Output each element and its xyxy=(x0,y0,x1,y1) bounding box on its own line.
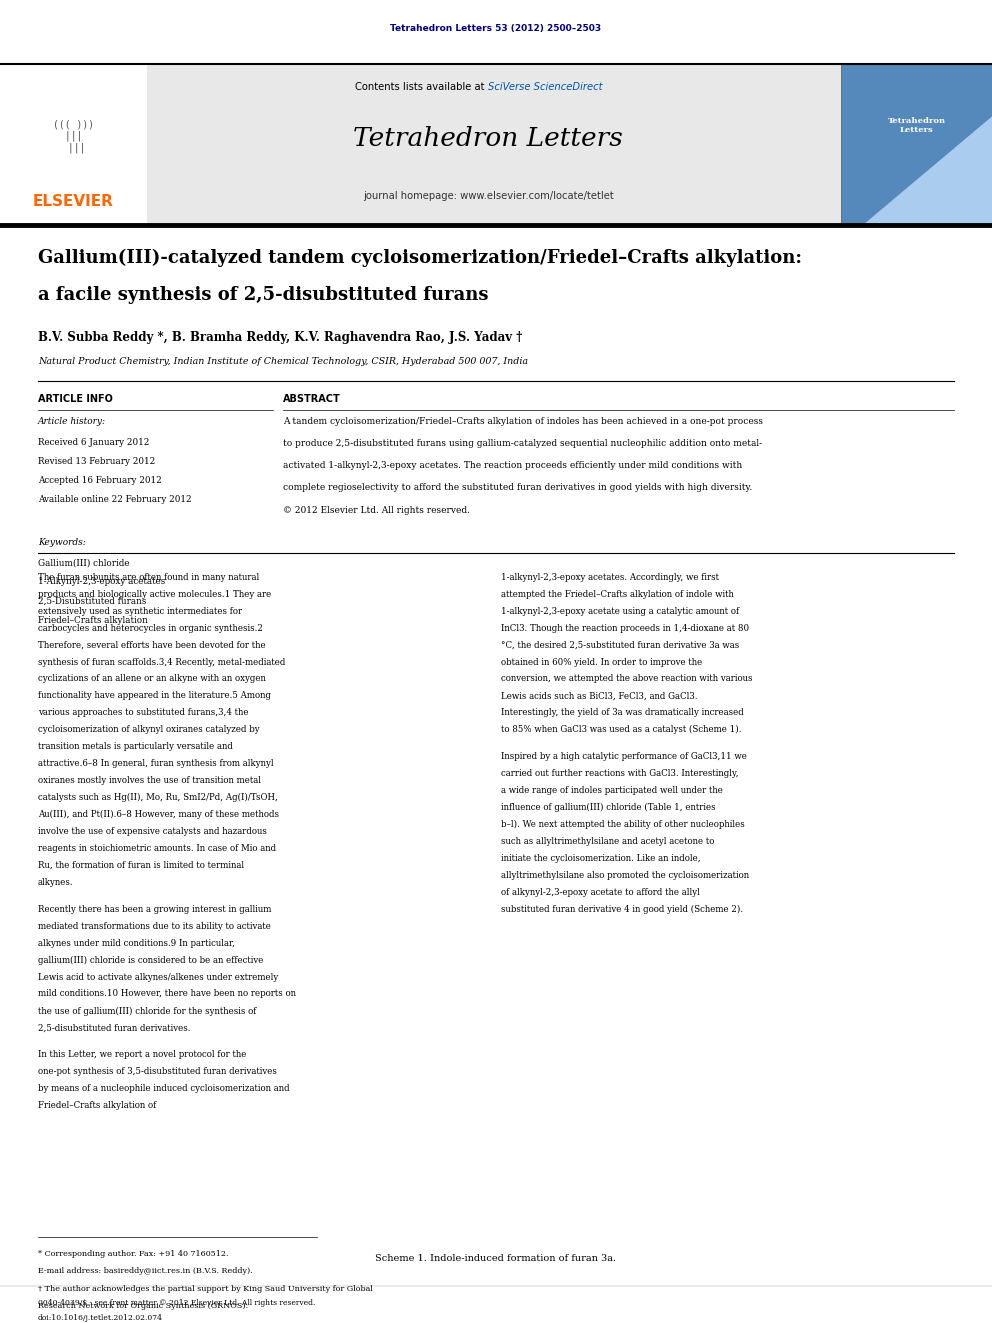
Text: influence of gallium(III) chloride (Table 1, entries: influence of gallium(III) chloride (Tabl… xyxy=(501,803,715,812)
Text: 1-Alkynyl-2,3-epoxy acetates: 1-Alkynyl-2,3-epoxy acetates xyxy=(38,578,165,586)
Text: b–l). We next attempted the ability of other nucleophiles: b–l). We next attempted the ability of o… xyxy=(501,820,745,830)
Text: Tetrahedron Letters 53 (2012) 2500–2503: Tetrahedron Letters 53 (2012) 2500–2503 xyxy=(391,24,601,33)
Text: 1-alkynyl-2,3-epoxy acetate using a catalytic amount of: 1-alkynyl-2,3-epoxy acetate using a cata… xyxy=(501,607,739,615)
Text: Article history:: Article history: xyxy=(38,417,106,426)
Text: a wide range of indoles participated well under the: a wide range of indoles participated wel… xyxy=(501,786,723,795)
Text: 0040-4039/$ - see front matter © 2012 Elsevier Ltd. All rights reserved.: 0040-4039/$ - see front matter © 2012 El… xyxy=(38,1299,315,1307)
Text: cyclizations of an allene or an alkyne with an oxygen: cyclizations of an allene or an alkyne w… xyxy=(38,675,266,684)
Text: conversion, we attempted the above reaction with various: conversion, we attempted the above react… xyxy=(501,675,753,684)
Text: ELSEVIER: ELSEVIER xyxy=(33,193,114,209)
Text: Ru, the formation of furan is limited to terminal: Ru, the formation of furan is limited to… xyxy=(38,861,244,869)
Text: ABSTRACT: ABSTRACT xyxy=(283,394,340,405)
Text: by means of a nucleophile induced cycloisomerization and: by means of a nucleophile induced cycloi… xyxy=(38,1085,290,1093)
Text: mild conditions.10 However, there have been no reports on: mild conditions.10 However, there have b… xyxy=(38,990,296,999)
Text: Inspired by a high catalytic performance of GaCl3,11 we: Inspired by a high catalytic performance… xyxy=(501,753,747,761)
Text: catalysts such as Hg(II), Mo, Ru, SmI2/Pd, Ag(I)/TsOH,: catalysts such as Hg(II), Mo, Ru, SmI2/P… xyxy=(38,792,278,802)
Text: involve the use of expensive catalysts and hazardous: involve the use of expensive catalysts a… xyxy=(38,827,267,836)
Text: 2,5-disubstituted furan derivatives.: 2,5-disubstituted furan derivatives. xyxy=(38,1023,190,1032)
Text: the use of gallium(III) chloride for the synthesis of: the use of gallium(III) chloride for the… xyxy=(38,1007,256,1016)
Text: transition metals is particularly versatile and: transition metals is particularly versat… xyxy=(38,742,232,751)
Bar xyxy=(0,64,147,225)
Text: carbocycles and heterocycles in organic synthesis.2: carbocycles and heterocycles in organic … xyxy=(38,623,263,632)
Text: Tetrahedron Letters: Tetrahedron Letters xyxy=(353,127,623,151)
Text: journal homepage: www.elsevier.com/locate/tetlet: journal homepage: www.elsevier.com/locat… xyxy=(363,191,613,201)
Text: InCl3. Though the reaction proceeds in 1,4-dioxane at 80: InCl3. Though the reaction proceeds in 1… xyxy=(501,623,749,632)
Text: Natural Product Chemistry, Indian Institute of Chemical Technology, CSIR, Hydera: Natural Product Chemistry, Indian Instit… xyxy=(38,357,528,366)
Text: E-mail address: basireddy@iict.res.in (B.V.S. Reddy).: E-mail address: basireddy@iict.res.in (B… xyxy=(38,1267,252,1275)
Text: † The author acknowledges the partial support by King Saud University for Global: † The author acknowledges the partial su… xyxy=(38,1285,373,1293)
Text: Available online 22 February 2012: Available online 22 February 2012 xyxy=(38,496,191,504)
Text: mediated transformations due to its ability to activate: mediated transformations due to its abil… xyxy=(38,922,271,930)
Text: products and biologically active molecules.1 They are: products and biologically active molecul… xyxy=(38,590,271,599)
Text: extensively used as synthetic intermediates for: extensively used as synthetic intermedia… xyxy=(38,607,242,615)
Text: Friedel–Crafts alkylation: Friedel–Crafts alkylation xyxy=(38,617,148,624)
Text: a facile synthesis of 2,5-disubstituted furans: a facile synthesis of 2,5-disubstituted … xyxy=(38,286,488,304)
Text: Lewis acids such as BiCl3, FeCl3, and GaCl3.: Lewis acids such as BiCl3, FeCl3, and Ga… xyxy=(501,692,697,700)
Text: substituted furan derivative 4 in good yield (Scheme 2).: substituted furan derivative 4 in good y… xyxy=(501,905,743,914)
Text: reagents in stoichiometric amounts. In case of Mio and: reagents in stoichiometric amounts. In c… xyxy=(38,844,276,853)
Text: Gallium(III) chloride: Gallium(III) chloride xyxy=(38,558,129,568)
Text: Interestingly, the yield of 3a was dramatically increased: Interestingly, the yield of 3a was drama… xyxy=(501,708,744,717)
Text: * Corresponding author. Fax: +91 40 7160512.: * Corresponding author. Fax: +91 40 7160… xyxy=(38,1250,228,1258)
Bar xyxy=(0,64,992,225)
Bar xyxy=(841,64,992,225)
Text: attractive.6–8 In general, furan synthesis from alkynyl: attractive.6–8 In general, furan synthes… xyxy=(38,759,274,769)
Text: Friedel–Crafts alkylation of: Friedel–Crafts alkylation of xyxy=(38,1101,156,1110)
Text: cycloisomerization of alkynyl oxiranes catalyzed by: cycloisomerization of alkynyl oxiranes c… xyxy=(38,725,259,734)
Text: such as allyltrimethylsilane and acetyl acetone to: such as allyltrimethylsilane and acetyl … xyxy=(501,837,714,845)
Text: alkynes.: alkynes. xyxy=(38,877,73,886)
Text: to 85% when GaCl3 was used as a catalyst (Scheme 1).: to 85% when GaCl3 was used as a catalyst… xyxy=(501,725,741,734)
Text: Research Network for Organic Synthesis (GRNOS).: Research Network for Organic Synthesis (… xyxy=(38,1302,248,1310)
Text: Contents lists available at: Contents lists available at xyxy=(355,82,488,93)
Text: activated 1-alkynyl-2,3-epoxy acetates. The reaction proceeds efficiently under : activated 1-alkynyl-2,3-epoxy acetates. … xyxy=(283,462,742,470)
Text: B.V. Subba Reddy *, B. Bramha Reddy, K.V. Raghavendra Rao, J.S. Yadav †: B.V. Subba Reddy *, B. Bramha Reddy, K.V… xyxy=(38,331,522,344)
Text: ARTICLE INFO: ARTICLE INFO xyxy=(38,394,112,405)
Text: of alkynyl-2,3-epoxy acetate to afford the allyl: of alkynyl-2,3-epoxy acetate to afford t… xyxy=(501,888,699,897)
Text: Scheme 1. Indole-induced formation of furan 3a.: Scheme 1. Indole-induced formation of fu… xyxy=(375,1254,617,1263)
Text: one-pot synthesis of 3,5-disubstituted furan derivatives: one-pot synthesis of 3,5-disubstituted f… xyxy=(38,1068,277,1077)
Text: Au(III), and Pt(II).6–8 However, many of these methods: Au(III), and Pt(II).6–8 However, many of… xyxy=(38,810,279,819)
Text: synthesis of furan scaffolds.3,4 Recently, metal-mediated: synthesis of furan scaffolds.3,4 Recentl… xyxy=(38,658,285,667)
Text: Therefore, several efforts have been devoted for the: Therefore, several efforts have been dev… xyxy=(38,640,265,650)
Text: The furan subunits are often found in many natural: The furan subunits are often found in ma… xyxy=(38,573,259,582)
Text: Recently there has been a growing interest in gallium: Recently there has been a growing intere… xyxy=(38,905,271,914)
Text: Accepted 16 February 2012: Accepted 16 February 2012 xyxy=(38,476,162,486)
Text: initiate the cycloisomerization. Like an indole,: initiate the cycloisomerization. Like an… xyxy=(501,853,700,863)
Text: A tandem cycloisomerization/Friedel–Crafts alkylation of indoles has been achiev: A tandem cycloisomerization/Friedel–Craf… xyxy=(283,417,763,426)
Text: gallium(III) chloride is considered to be an effective: gallium(III) chloride is considered to b… xyxy=(38,955,263,964)
Text: Gallium(III)-catalyzed tandem cycloisomerization/Friedel–Crafts alkylation:: Gallium(III)-catalyzed tandem cycloisome… xyxy=(38,249,802,267)
Text: SciVerse ScienceDirect: SciVerse ScienceDirect xyxy=(488,82,602,93)
Text: In this Letter, we report a novel protocol for the: In this Letter, we report a novel protoc… xyxy=(38,1050,246,1060)
Text: Revised 13 February 2012: Revised 13 February 2012 xyxy=(38,458,155,466)
Text: allyltrimethylsilane also promoted the cycloisomerization: allyltrimethylsilane also promoted the c… xyxy=(501,871,749,880)
Text: Keywords:: Keywords: xyxy=(38,538,85,548)
Text: various approaches to substituted furans,3,4 the: various approaches to substituted furans… xyxy=(38,708,248,717)
Text: carried out further reactions with GaCl3. Interestingly,: carried out further reactions with GaCl3… xyxy=(501,769,739,778)
Text: Tetrahedron
Letters: Tetrahedron Letters xyxy=(888,116,945,135)
Text: Received 6 January 2012: Received 6 January 2012 xyxy=(38,438,149,447)
Bar xyxy=(48,1058,944,1250)
Text: °C, the desired 2,5-substituted furan derivative 3a was: °C, the desired 2,5-substituted furan de… xyxy=(501,640,739,650)
Text: to produce 2,5-disubstituted furans using gallium-catalyzed sequential nucleophi: to produce 2,5-disubstituted furans usin… xyxy=(283,439,762,448)
Text: functionality have appeared in the literature.5 Among: functionality have appeared in the liter… xyxy=(38,692,271,700)
Text: complete regioselectivity to afford the substituted furan derivatives in good yi: complete regioselectivity to afford the … xyxy=(283,483,752,492)
Text: attempted the Friedel–Crafts alkylation of indole with: attempted the Friedel–Crafts alkylation … xyxy=(501,590,734,599)
Text: © 2012 Elsevier Ltd. All rights reserved.: © 2012 Elsevier Ltd. All rights reserved… xyxy=(283,505,470,515)
Text: Lewis acid to activate alkynes/alkenes under extremely: Lewis acid to activate alkynes/alkenes u… xyxy=(38,972,278,982)
Polygon shape xyxy=(841,116,992,225)
Text: ((( )))
 ||| 
 |||: ((( ))) ||| ||| xyxy=(53,119,94,153)
Text: oxiranes mostly involves the use of transition metal: oxiranes mostly involves the use of tran… xyxy=(38,777,261,785)
Text: obtained in 60% yield. In order to improve the: obtained in 60% yield. In order to impro… xyxy=(501,658,702,667)
Text: 2,5-Disubstituted furans: 2,5-Disubstituted furans xyxy=(38,597,146,606)
Text: doi:10.1016/j.tetlet.2012.02.074: doi:10.1016/j.tetlet.2012.02.074 xyxy=(38,1314,163,1322)
Text: alkynes under mild conditions.9 In particular,: alkynes under mild conditions.9 In parti… xyxy=(38,938,235,947)
Text: 1-alkynyl-2,3-epoxy acetates. Accordingly, we first: 1-alkynyl-2,3-epoxy acetates. Accordingl… xyxy=(501,573,719,582)
